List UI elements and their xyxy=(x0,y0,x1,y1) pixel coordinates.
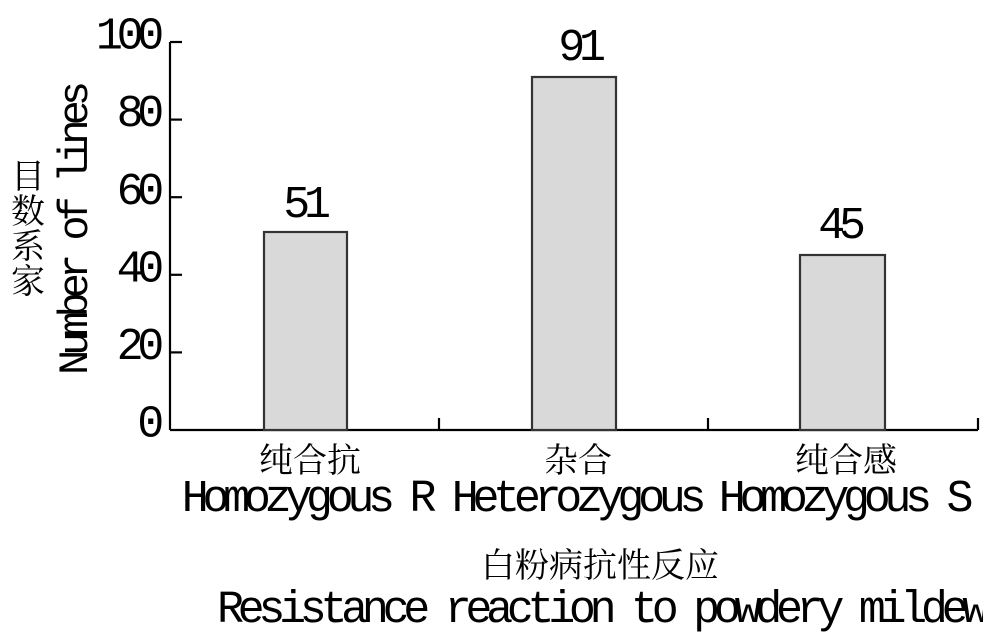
svg-text:Heterozygous: Heterozygous xyxy=(452,474,704,525)
svg-text:0: 0 xyxy=(137,400,162,451)
svg-text:Number of lines: Number of lines xyxy=(52,84,100,375)
svg-text:100: 100 xyxy=(96,12,162,63)
svg-text:Homozygous R: Homozygous R xyxy=(182,474,436,525)
svg-text:家: 家 xyxy=(11,254,45,303)
svg-text:20: 20 xyxy=(117,322,163,373)
svg-text:91: 91 xyxy=(558,23,604,74)
svg-text:51: 51 xyxy=(283,180,329,231)
svg-text:Resistance reaction to powdery: Resistance reaction to powdery mildew xyxy=(217,585,983,636)
svg-text:Homozygous S: Homozygous S xyxy=(719,474,972,525)
svg-text:60: 60 xyxy=(117,167,163,218)
svg-text:45: 45 xyxy=(818,201,864,252)
svg-text:80: 80 xyxy=(117,89,163,140)
svg-text:白粉病抗性反应: 白粉病抗性反应 xyxy=(481,538,719,587)
svg-text:40: 40 xyxy=(117,244,163,295)
